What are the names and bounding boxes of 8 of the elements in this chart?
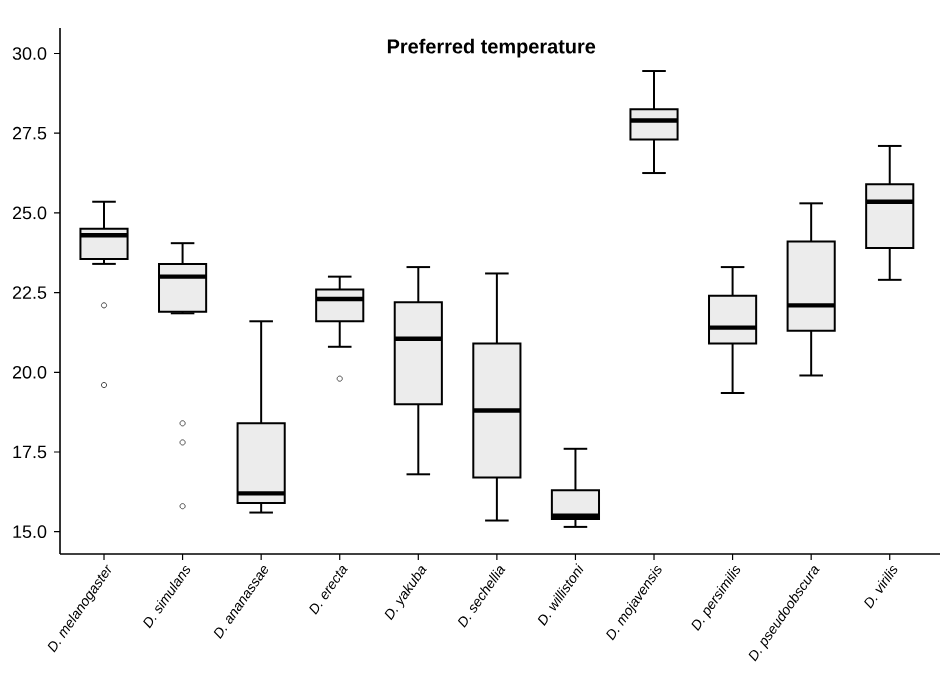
text: Preferred temperature bbox=[387, 38, 596, 58]
y-tick-label: 27.5 bbox=[12, 126, 47, 140]
y-tick-label: 25.0 bbox=[12, 206, 47, 220]
y-tick-label: 30.0 bbox=[12, 47, 47, 60]
y-tick-label: 22.5 bbox=[12, 286, 47, 299]
y-tick-label: 15.0 bbox=[13, 525, 47, 539]
y-tick-label: 17.5 bbox=[13, 445, 47, 459]
y-tick-label: 20.0 bbox=[12, 365, 47, 379]
